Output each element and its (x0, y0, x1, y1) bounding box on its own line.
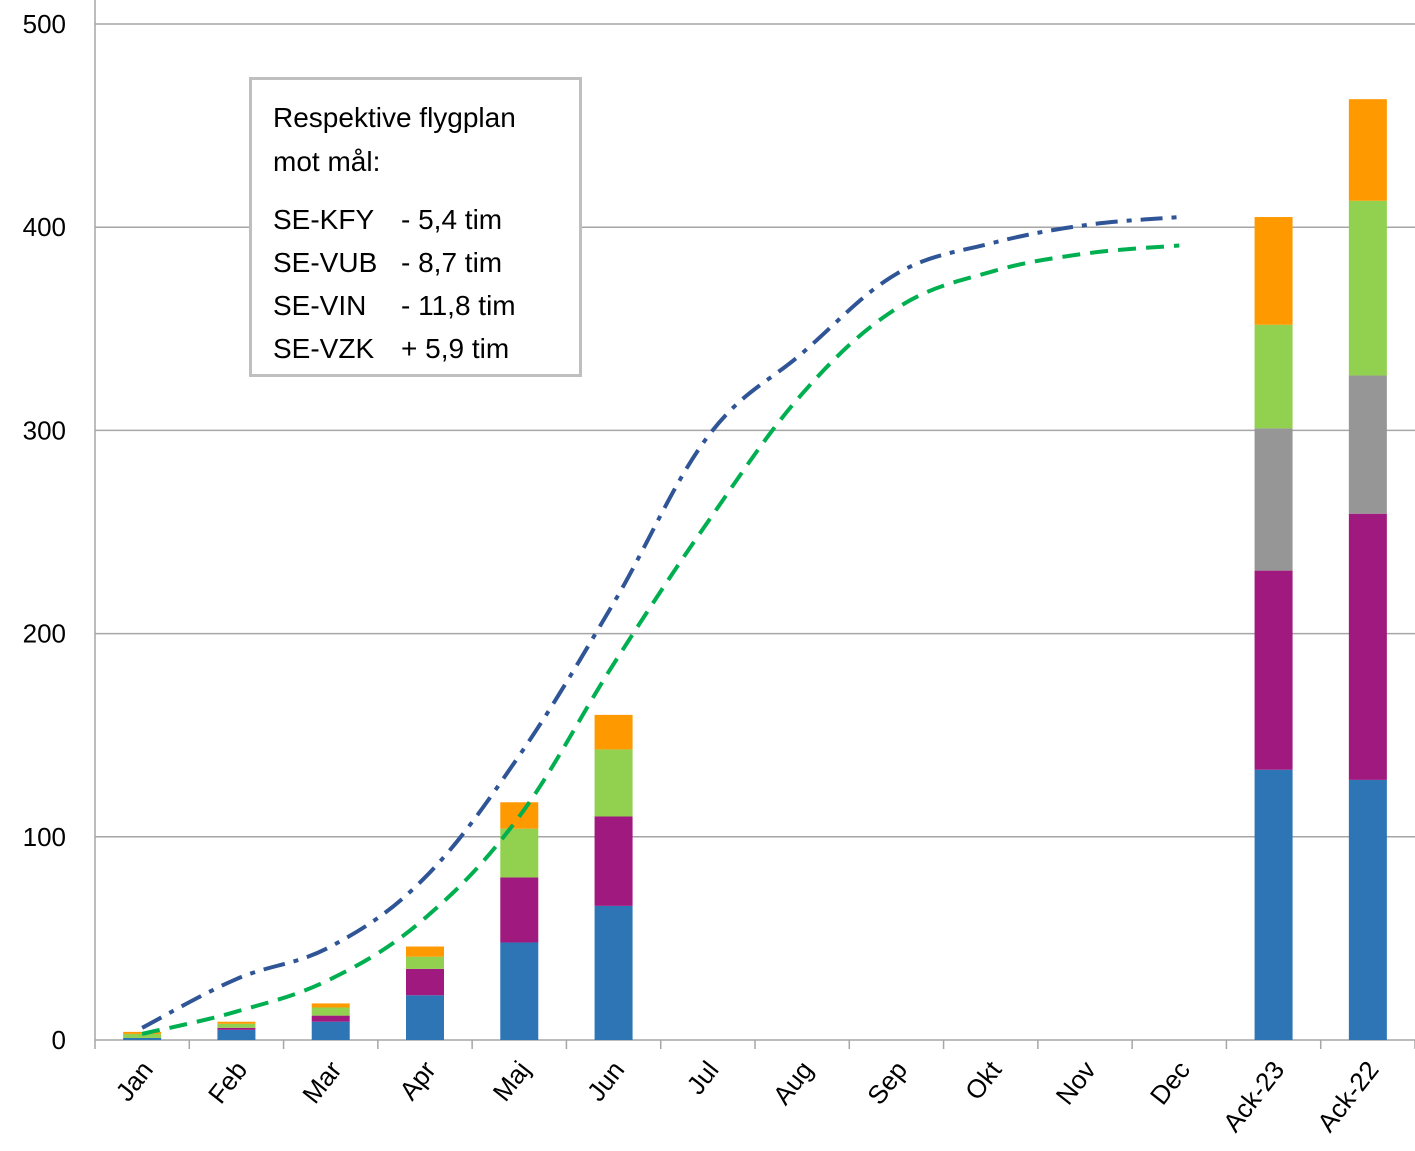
bar-segment-jan-0 (123, 1037, 162, 1040)
bar-segment-feb-1 (217, 1027, 256, 1030)
bar-segment-ack-23-4 (1254, 217, 1293, 325)
x-tick-label: Ack-22 (1311, 1055, 1384, 1137)
bar-segment-mar-4 (311, 1003, 350, 1008)
legend-reg: SE-VUB (273, 246, 378, 278)
legend-reg: SE-VZK (273, 332, 375, 364)
x-tick-label: Dec (1144, 1055, 1196, 1110)
bar-segment-ack-23-1 (1254, 570, 1293, 770)
x-tick-label: Ack-23 (1217, 1055, 1290, 1137)
x-tick-label: Jun (581, 1055, 630, 1107)
legend-reg: SE-KFY (273, 203, 375, 235)
bar-segment-apr-0 (406, 995, 444, 1040)
legend-heading-line2: mot mål: (273, 146, 381, 177)
bar-segment-ack-22-1 (1348, 513, 1387, 780)
legend-heading-line1: Respektive flygplan (273, 102, 516, 133)
x-tick-label: Okt (959, 1055, 1008, 1106)
aircraft-target-box: Respektive flygplan mot mål: SE-KFY - 5,… (249, 77, 582, 377)
y-tick-label: 400 (23, 212, 66, 242)
y-tick-label: 100 (23, 822, 66, 852)
x-tick-label: Sep (861, 1055, 913, 1110)
x-tick-label: Maj (487, 1055, 536, 1106)
bar-segment-ack-22-3 (1348, 200, 1387, 376)
bar-segment-jun-4 (594, 714, 633, 750)
bar-segment-apr-3 (406, 956, 444, 969)
bar-segment-jun-1 (594, 816, 633, 906)
bar-segment-jun-0 (594, 905, 633, 1040)
x-tick-label: Mar (296, 1055, 347, 1109)
legend-heading: Respektive flygplan mot mål: (273, 96, 573, 184)
bar-segment-mar-0 (311, 1021, 350, 1040)
y-tick-label: 500 (23, 9, 66, 39)
bar-segment-mar-1 (311, 1015, 350, 1022)
bar-segment-apr-1 (406, 968, 444, 996)
legend-row-kfy: SE-KFY - 5,4 tim (273, 198, 579, 241)
x-tick-label: Aug (767, 1055, 819, 1110)
bar-segment-ack-23-2 (1254, 428, 1293, 571)
x-tick-label: Nov (1050, 1055, 1102, 1110)
legend-row-vub: SE-VUB - 8,7 tim (273, 241, 579, 284)
x-tick-label: Jan (109, 1055, 158, 1107)
y-tick-label: 200 (23, 619, 66, 649)
target-line-dashed (141, 243, 1180, 1036)
bar-segment-maj-1 (500, 877, 539, 943)
bar-segment-ack-23-3 (1254, 324, 1293, 429)
bar-segment-feb-3 (217, 1023, 256, 1028)
bar-segment-apr-4 (406, 946, 444, 957)
legend-reg: SE-VIN (273, 289, 367, 321)
x-tick-label: Feb (202, 1055, 253, 1109)
bar-segment-jun-3 (594, 749, 633, 817)
y-tick-label: 0 (52, 1025, 66, 1055)
bar-segment-mar-3 (311, 1007, 350, 1016)
bar-segment-jan-3 (123, 1033, 162, 1038)
legend-value: + 5,9 tim (401, 332, 510, 364)
legend-value: - 8,7 tim (401, 246, 503, 278)
bar-segment-feb-0 (217, 1029, 256, 1040)
legend-row-vzk: SE-VZK + 5,9 tim (273, 327, 579, 370)
target-line-dashdot (141, 215, 1180, 1030)
bar-segment-feb-4 (217, 1021, 256, 1024)
bar-segment-ack-22-4 (1348, 99, 1387, 201)
x-tick-label: Jul (680, 1055, 724, 1100)
y-tick-label: 300 (23, 415, 66, 445)
legend-value: - 5,4 tim (401, 203, 503, 235)
bar-segment-ack-22-0 (1348, 779, 1387, 1040)
bar-segment-maj-3 (500, 828, 539, 878)
legend-value: - 11,8 tim (401, 289, 516, 321)
bar-segment-maj-0 (500, 942, 539, 1040)
legend-row-vin: SE-VIN - 11,8 tim (273, 284, 579, 327)
bar-segment-ack-22-2 (1348, 375, 1387, 514)
x-tick-label: Apr (393, 1055, 442, 1106)
bar-segment-ack-23-0 (1254, 769, 1293, 1040)
